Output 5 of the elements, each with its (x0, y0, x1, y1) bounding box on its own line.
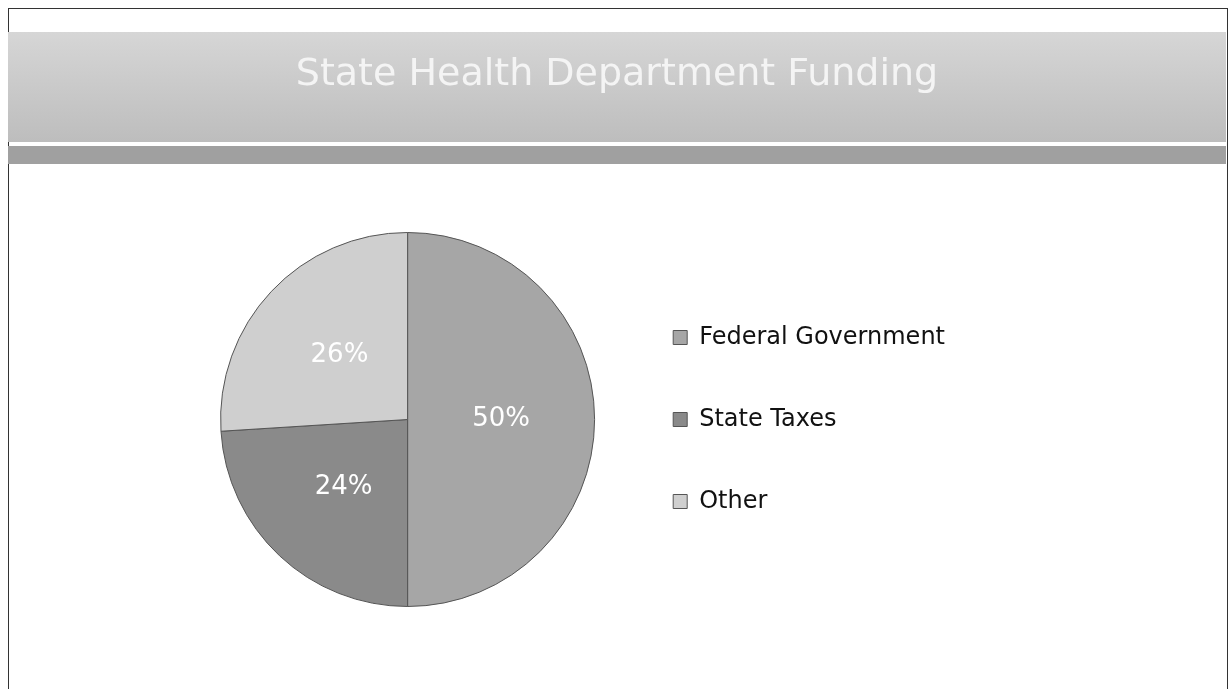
legend-label: Other (699, 485, 768, 514)
data-label: 24% (314, 470, 373, 501)
data-label: 50% (472, 402, 530, 433)
legend-label: Federal Government (699, 321, 946, 350)
legend-label: State Taxes (699, 403, 837, 432)
